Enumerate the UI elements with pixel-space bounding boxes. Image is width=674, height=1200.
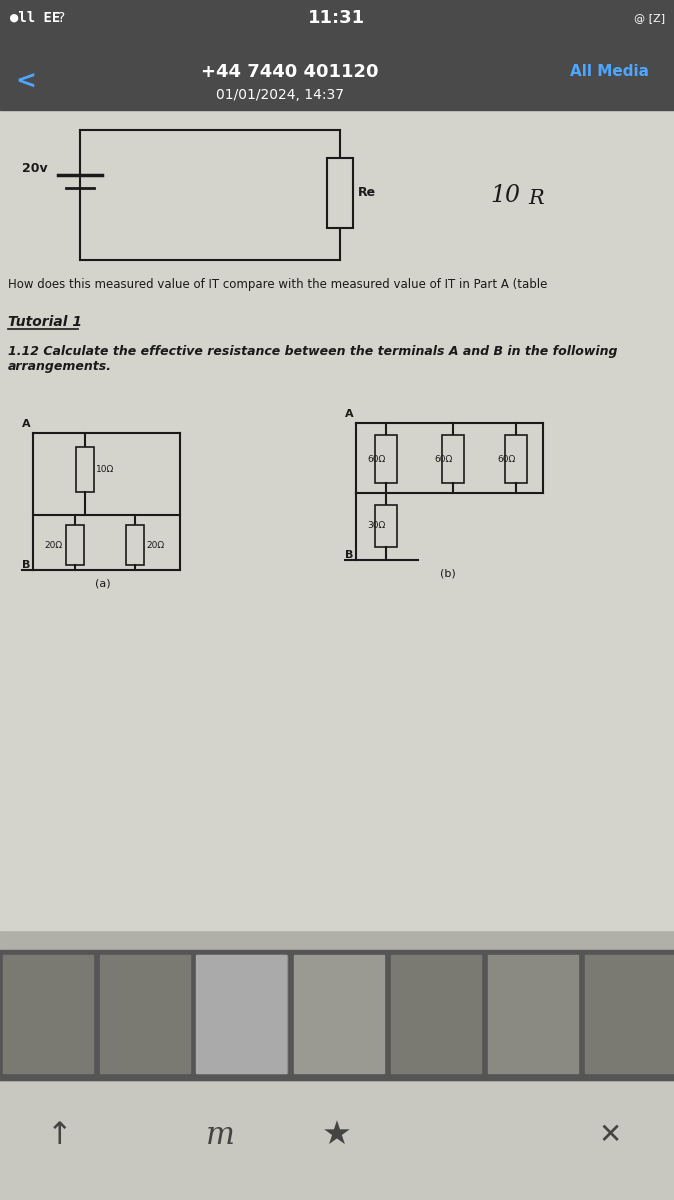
Text: ●ll EE: ●ll EE [10, 11, 60, 25]
Text: ★: ★ [322, 1118, 352, 1152]
Bar [294, 955, 384, 1073]
Bar [66, 526, 84, 565]
Text: Re: Re [358, 186, 376, 199]
Text: B: B [22, 560, 30, 570]
Bar [76, 446, 94, 492]
Bar [375, 505, 397, 547]
Text: 30Ω: 30Ω [367, 522, 386, 530]
Text: @ [Z]: @ [Z] [634, 13, 665, 23]
Text: 20Ω: 20Ω [146, 540, 164, 550]
Text: All Media: All Media [570, 65, 650, 79]
Bar [3, 955, 93, 1073]
Text: How does this measured value of IT compare with the measured value of IT in Part: How does this measured value of IT compa… [8, 278, 547, 290]
Text: ↑: ↑ [47, 1121, 73, 1150]
Text: 60Ω: 60Ω [434, 455, 452, 463]
Bar [100, 955, 190, 1073]
Text: <: < [15, 70, 36, 94]
Text: 1.12 Calculate the effective resistance between the terminals A and B in the fol: 1.12 Calculate the effective resistance … [8, 346, 617, 373]
Text: A: A [22, 419, 30, 428]
Bar [126, 526, 144, 565]
Text: 60Ω: 60Ω [497, 455, 515, 463]
Bar [391, 955, 481, 1073]
Text: m: m [206, 1120, 235, 1151]
Text: (b): (b) [440, 569, 456, 578]
Text: R: R [528, 188, 544, 208]
Bar [0, 110, 674, 930]
Text: 10: 10 [490, 184, 520, 206]
Text: ✕: ✕ [599, 1121, 621, 1150]
Bar [0, 1082, 674, 1200]
Bar [0, 55, 674, 110]
Bar [488, 955, 578, 1073]
Bar [585, 955, 674, 1073]
Bar [0, 0, 674, 55]
Bar [442, 434, 464, 482]
Bar [0, 950, 674, 1080]
Bar [196, 955, 286, 1073]
Text: Tutorial 1: Tutorial 1 [8, 314, 82, 329]
Text: 10Ω: 10Ω [96, 464, 115, 474]
Text: 01/01/2024, 14:37: 01/01/2024, 14:37 [216, 88, 344, 102]
Text: +44 7440 401120: +44 7440 401120 [202, 62, 379, 80]
Bar [375, 434, 397, 482]
Bar [197, 955, 287, 1073]
Text: A: A [345, 409, 354, 419]
Text: (a): (a) [95, 578, 111, 589]
Text: 20v: 20v [22, 162, 48, 174]
Text: B: B [345, 550, 353, 560]
Bar [327, 158, 353, 228]
Text: ?: ? [58, 11, 65, 25]
Text: 11:31: 11:31 [309, 8, 365, 26]
Text: 60Ω: 60Ω [367, 455, 386, 463]
Text: 20Ω: 20Ω [44, 540, 62, 550]
Bar [505, 434, 527, 482]
